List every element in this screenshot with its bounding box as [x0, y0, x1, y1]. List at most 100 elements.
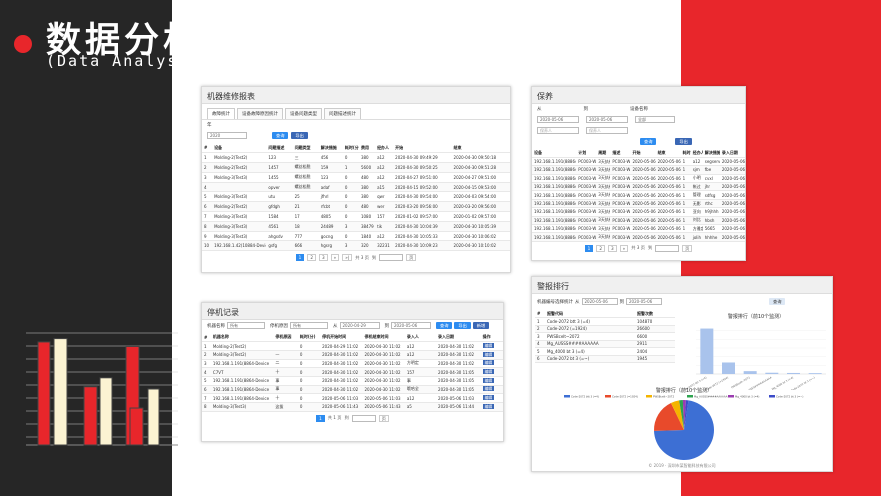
dt-cell: 2020-05-06 11:03: [436, 393, 481, 403]
dt-col-header[interactable]: 录入日期: [436, 333, 481, 343]
maint-col-header[interactable]: 开始: [630, 149, 656, 158]
alarm-from-input[interactable]: 2020-05-06: [581, 298, 618, 305]
alarm-col-header[interactable]: 报警代码: [545, 310, 635, 318]
repair-tab-1[interactable]: 设备故障原因统计: [237, 108, 283, 119]
dt-cell: 一: [273, 350, 298, 360]
dt-page-button[interactable]: 1: [316, 414, 325, 422]
alarm-row: 3 PWSBcelt~2072 6600: [535, 332, 675, 341]
maint-col-header[interactable]: 耗时(分): [680, 149, 691, 158]
repair-col-header[interactable]: 问题描述: [266, 143, 293, 154]
repair-page-button[interactable]: 2: [307, 254, 316, 262]
repair-col-header[interactable]: 开始: [393, 143, 452, 154]
repair-page-button[interactable]: 1: [295, 254, 305, 262]
dt-export-button[interactable]: 导出: [454, 322, 471, 329]
repair-col-header[interactable]: 费用: [358, 143, 376, 154]
repair-query-button[interactable]: 查询: [272, 132, 289, 139]
repair-cell: 159: [318, 162, 343, 173]
maint-go-button[interactable]: 页: [682, 244, 693, 252]
repair-page-input[interactable]: [379, 254, 404, 262]
repair-col-header[interactable]: 问题类型: [292, 143, 319, 154]
dt-to-input[interactable]: 2020-05-06: [391, 322, 431, 329]
pie-legend-label: Mg_4000 bt 3 (=4): [735, 394, 759, 398]
repair-page-button[interactable]: 3: [319, 254, 328, 262]
dt-col-header[interactable]: 停机开始时间: [320, 333, 363, 343]
dt-cell-op: 编辑: [480, 359, 503, 369]
dt-col-header[interactable]: 耗时(分): [297, 333, 321, 343]
alarm-to-input[interactable]: 2020-05-06: [626, 298, 662, 305]
dt-add-button[interactable]: 新增: [472, 322, 490, 329]
year-select[interactable]: 2020: [207, 132, 247, 139]
repair-col-header[interactable]: 耗时(分): [342, 143, 359, 154]
maint-to-input[interactable]: 2020-05-06: [586, 116, 628, 123]
repair-cell: 3: [342, 221, 359, 232]
repair-col-header[interactable]: 经办人: [375, 143, 394, 154]
maint-device-select[interactable]: 全部: [635, 116, 675, 123]
maint-cell: PC003-WX101: [576, 182, 597, 192]
edit-button[interactable]: 编辑: [482, 369, 495, 375]
maint-query-button[interactable]: 查询: [640, 138, 657, 145]
maint-page-button[interactable]: 1: [584, 244, 594, 252]
repair-total-pages: 共 3 页: [355, 254, 369, 260]
repair-tab-2[interactable]: 设备问题类型: [285, 108, 322, 119]
maint-person-input-2[interactable]: 保养人: [586, 127, 628, 134]
repair-cell: Molding-2(Test2): [212, 152, 267, 164]
repair-cell: 21: [292, 201, 319, 213]
dt-col-header[interactable]: #: [202, 333, 211, 343]
repair-export-button[interactable]: 导出: [291, 132, 308, 139]
edit-button[interactable]: 编辑: [482, 360, 495, 366]
repair-col-header[interactable]: 设备: [212, 143, 267, 154]
maint-page-button[interactable]: 3: [608, 244, 617, 252]
dt-reason-select[interactable]: 所有: [290, 322, 328, 329]
repair-tab-0[interactable]: 故障统计: [207, 108, 235, 119]
maint-col-header[interactable]: 周期: [596, 149, 611, 158]
edit-button[interactable]: 编辑: [482, 403, 495, 409]
maint-col-header[interactable]: 经办人: [690, 149, 703, 158]
dt-from-input[interactable]: 2020-04-29: [339, 322, 380, 329]
maint-person-input[interactable]: 保养人: [537, 127, 579, 134]
dt-device-select[interactable]: 所有: [227, 322, 265, 329]
dt-col-header[interactable]: 停机结束时间: [362, 333, 405, 343]
repair-col-header[interactable]: 结束: [451, 143, 510, 154]
repair-col-header[interactable]: 解决措施: [318, 143, 343, 154]
repair-cell: 123: [318, 172, 343, 183]
alarm-col-header[interactable]: #: [535, 310, 545, 318]
repair-cell: 螺丝松脱: [292, 182, 319, 193]
maint-col-header[interactable]: 结束: [655, 149, 681, 158]
alarm-cell: 5: [535, 347, 545, 356]
maint-page-input[interactable]: [655, 244, 680, 252]
dt-cell: 3: [202, 359, 211, 369]
edit-button[interactable]: 编辑: [482, 343, 495, 349]
dt-col-header[interactable]: 机器名称: [210, 333, 274, 343]
edit-button[interactable]: 编辑: [482, 395, 495, 401]
repair-col-header[interactable]: #: [202, 143, 213, 154]
alarm-query-button[interactable]: 查询: [769, 298, 786, 305]
dt-col-header[interactable]: 停机原因: [273, 333, 298, 343]
dt-query-button[interactable]: 查询: [436, 322, 453, 329]
maint-cell: 3天执行: [596, 165, 611, 175]
dt-col-header[interactable]: 操作: [480, 333, 503, 343]
dt-go-button[interactable]: 页: [378, 414, 389, 422]
maint-col-header[interactable]: 解决措施: [702, 149, 720, 158]
dt-page-input[interactable]: [351, 414, 376, 422]
edit-button[interactable]: 编辑: [482, 377, 495, 383]
repair-tab-3[interactable]: 问题描述统计: [324, 108, 361, 119]
dt-col-header[interactable]: 录入人: [404, 333, 437, 343]
dt-cell: 2020-04-30 11:02: [362, 376, 405, 386]
maintenance-title: 保养: [532, 87, 745, 104]
repair-page-button[interactable]: »|: [342, 254, 353, 262]
alarm-col-header[interactable]: 报警次数: [635, 310, 675, 318]
repair-page-button[interactable]: »: [330, 254, 340, 262]
maint-page-button[interactable]: »: [619, 244, 629, 252]
maint-col-header[interactable]: 录入日期: [719, 149, 745, 158]
maint-page-button[interactable]: 2: [596, 244, 605, 252]
maint-from-input[interactable]: 2020-05-06: [537, 116, 579, 123]
maint-col-header[interactable]: 计划: [576, 149, 597, 158]
repair-pager: 1 2 3» »| 共 3 页到 页: [202, 251, 510, 262]
edit-button[interactable]: 编辑: [482, 386, 495, 392]
maint-col-header[interactable]: 设备: [532, 149, 577, 158]
maint-export-button[interactable]: 导出: [675, 138, 692, 145]
repair-go-button[interactable]: 页: [406, 254, 417, 262]
maint-col-header[interactable]: 描述: [610, 149, 631, 158]
edit-button[interactable]: 编辑: [482, 351, 495, 357]
